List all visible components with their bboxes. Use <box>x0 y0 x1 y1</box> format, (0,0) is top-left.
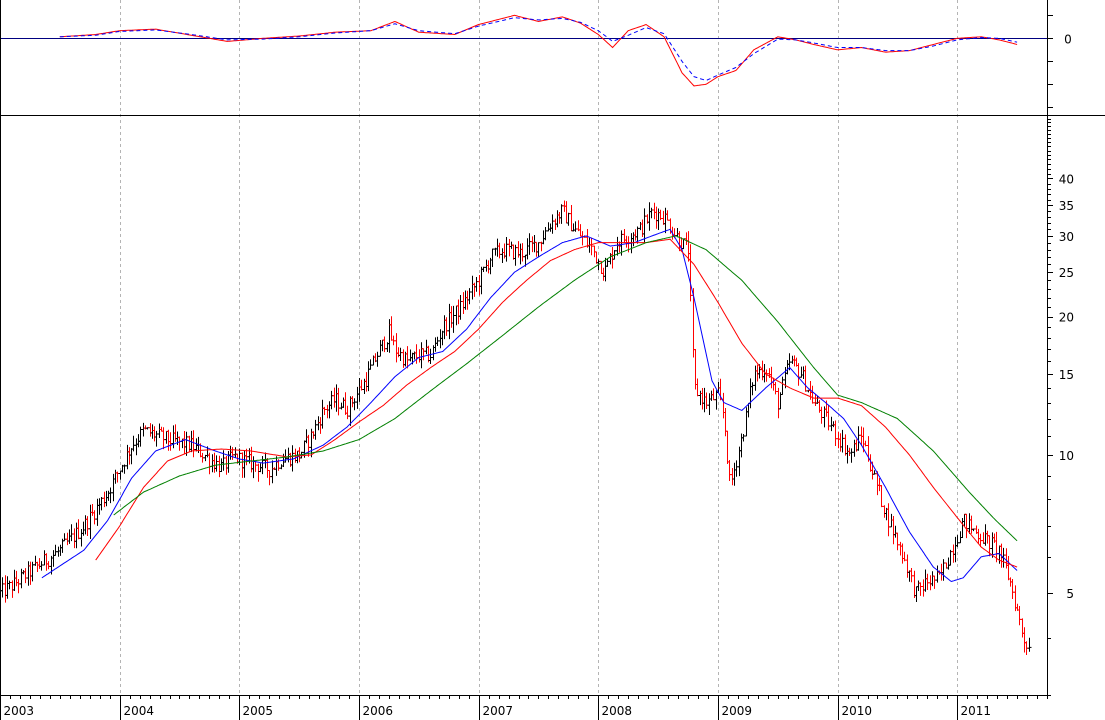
ma-mid-line <box>95 238 1018 568</box>
x-tick-label: 2006 <box>363 704 394 718</box>
x-tick-label: 2007 <box>483 704 514 718</box>
moving-averages <box>41 228 1018 583</box>
x-tick-label: 2008 <box>602 704 633 718</box>
oscillator-panel <box>0 14 1047 87</box>
x-tick-label: 2011 <box>961 704 992 718</box>
ma-short-line <box>41 228 1018 583</box>
x-tick-label: 2010 <box>842 704 873 718</box>
price-tick-label: 5 <box>1066 587 1074 601</box>
price-tick-label: 10 <box>1059 449 1074 463</box>
price-tick-label: 25 <box>1059 266 1074 280</box>
ma-long-line <box>113 235 1018 542</box>
x-tick-label: 2009 <box>722 704 753 718</box>
oscillator-tick-label: 0 <box>1064 32 1072 46</box>
price-tick-label: 30 <box>1059 230 1074 244</box>
price-tick-label: 20 <box>1059 311 1074 325</box>
x-tick-label: 2005 <box>243 704 274 718</box>
price-tick-label: 35 <box>1059 199 1074 213</box>
axis-labels: 0 5 10 15 20 25 30 35 40 2003 2004 2005 2006 2007 2008… <box>4 32 1075 718</box>
oscillator-signal-line <box>59 17 1018 82</box>
price-tick-label: 15 <box>1059 368 1074 382</box>
price-tick-label: 40 <box>1059 172 1074 186</box>
x-tick-label: 2004 <box>124 704 155 718</box>
x-tick-label: 2003 <box>4 704 35 718</box>
